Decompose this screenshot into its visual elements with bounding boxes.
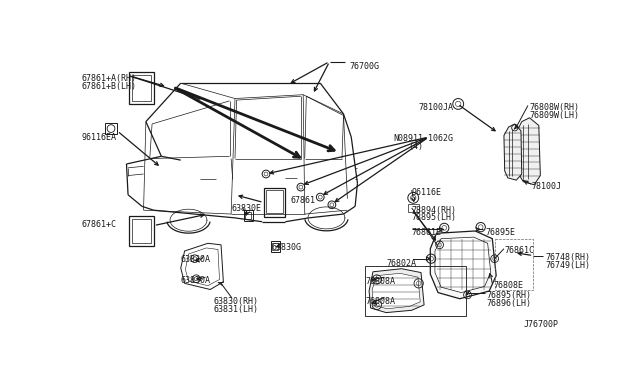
- Polygon shape: [430, 231, 496, 299]
- Bar: [129, 216, 154, 246]
- Text: 78100J: 78100J: [532, 182, 562, 191]
- Text: 78894(RH): 78894(RH): [412, 206, 457, 215]
- Bar: [272, 243, 278, 250]
- Text: 76895(RH): 76895(RH): [486, 291, 531, 300]
- Text: 76802A: 76802A: [387, 259, 417, 268]
- Text: 63830(RH): 63830(RH): [213, 297, 259, 306]
- Text: 67861+A(RH): 67861+A(RH): [81, 74, 136, 83]
- Text: 63830A: 63830A: [180, 276, 211, 285]
- Text: 63830G: 63830G: [271, 243, 301, 251]
- Bar: [495, 240, 533, 289]
- Text: 76808E: 76808E: [493, 281, 523, 290]
- Bar: [365, 266, 466, 316]
- Polygon shape: [369, 269, 424, 312]
- Text: 78895(LH): 78895(LH): [412, 213, 457, 222]
- Polygon shape: [180, 243, 223, 289]
- Text: 76896(LH): 76896(LH): [486, 299, 531, 308]
- Text: 76895E: 76895E: [485, 228, 515, 237]
- Text: 76808A: 76808A: [365, 297, 396, 306]
- Polygon shape: [186, 248, 220, 286]
- Bar: [271, 241, 280, 252]
- Text: 76809W(LH): 76809W(LH): [529, 111, 579, 120]
- Text: 67861: 67861: [290, 196, 315, 205]
- Text: (4): (4): [408, 142, 424, 151]
- Text: 63B30A: 63B30A: [180, 255, 211, 264]
- Text: 96116EA: 96116EA: [81, 133, 116, 142]
- Bar: [245, 212, 252, 219]
- Text: 76748(RH): 76748(RH): [545, 253, 590, 262]
- Text: 76861C: 76861C: [505, 246, 534, 256]
- Polygon shape: [435, 237, 491, 293]
- Text: 96116E: 96116E: [412, 188, 442, 197]
- Text: 63831(LH): 63831(LH): [213, 305, 259, 314]
- Bar: [105, 123, 117, 134]
- Bar: [266, 190, 283, 213]
- Text: 63830E: 63830E: [231, 204, 261, 213]
- Text: J76700P: J76700P: [524, 320, 558, 329]
- Polygon shape: [518, 118, 540, 185]
- Bar: [129, 71, 154, 104]
- Text: 76861E: 76861E: [412, 228, 442, 237]
- Text: 67861+B(LH): 67861+B(LH): [81, 81, 136, 91]
- Polygon shape: [504, 124, 522, 180]
- Bar: [132, 75, 150, 101]
- Bar: [132, 219, 150, 243]
- Text: 76808W(RH): 76808W(RH): [529, 103, 579, 112]
- Bar: [244, 210, 253, 221]
- Text: 76700G: 76700G: [349, 62, 380, 71]
- Polygon shape: [372, 273, 420, 309]
- Text: 76808A: 76808A: [365, 277, 396, 286]
- Text: 67861+C: 67861+C: [81, 220, 116, 229]
- Text: 76749(LH): 76749(LH): [545, 261, 590, 270]
- Bar: [264, 188, 285, 217]
- Text: N08911-1062G: N08911-1062G: [393, 134, 453, 143]
- Text: 78100JA: 78100JA: [419, 103, 454, 112]
- Bar: [408, 204, 419, 212]
